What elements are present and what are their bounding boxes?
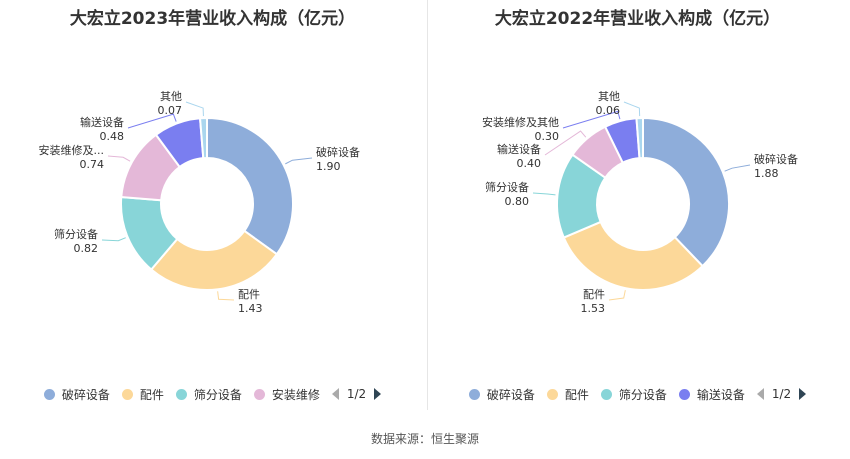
legend-item-parts[interactable]: 配件: [121, 386, 164, 403]
legend-marker: [678, 388, 690, 400]
pie-slice-0[interactable]: [642, 116, 730, 268]
pie-slice-5[interactable]: [635, 116, 644, 160]
legend-label: 破碎设备: [61, 387, 110, 402]
slice-label-name: 其他: [598, 90, 620, 103]
legend-label: 输送设备: [696, 387, 745, 402]
legend-label: 筛分设备: [193, 387, 242, 402]
slice-label-value: 1.53: [581, 302, 606, 315]
data-source: 数据来源：恒生聚源: [370, 432, 479, 446]
leader-line-5: [623, 101, 641, 117]
page-indicator: 1/2: [346, 387, 367, 401]
leader-line-2: [532, 192, 556, 196]
slice-label-value: 0.40: [517, 157, 542, 170]
legend-marker: [468, 388, 480, 400]
legend-label: 配件: [139, 387, 164, 402]
pie-slice-1[interactable]: [149, 229, 279, 291]
legend-item-parts[interactable]: 配件: [546, 386, 589, 403]
slice-label-value: 0.80: [505, 195, 530, 208]
chart-title: 大宏立2022年营业收入构成（亿元）: [494, 9, 781, 29]
prev-page-icon[interactable]: [756, 388, 764, 400]
legend-item-screening[interactable]: 筛分设备: [175, 386, 242, 403]
slice-label-value: 0.74: [80, 158, 105, 171]
slice-label-value: 0.07: [158, 104, 183, 117]
slice-label-name: 输送设备: [80, 115, 124, 129]
donut-chart-2023: 破碎设备1.90配件1.43筛分设备0.82安装维修及...0.74输送设备0.…: [39, 90, 361, 315]
slice-label-name: 安装维修及...: [39, 143, 105, 157]
leader-line-2: [101, 237, 126, 242]
legend-label: 破碎设备: [486, 387, 535, 402]
legend-label: 配件: [564, 387, 589, 402]
legend-item-screening[interactable]: 筛分设备: [600, 386, 667, 403]
legend-marker: [253, 388, 265, 400]
pie-slice-0[interactable]: [206, 116, 294, 256]
legend-pager: 1/2: [331, 387, 382, 401]
legend-marker: [600, 388, 612, 400]
slice-label-value: 0.30: [535, 130, 560, 143]
legend-label: 安装维修: [271, 387, 320, 402]
slice-label-name: 输送设备: [497, 142, 541, 156]
slice-label-value: 0.48: [100, 130, 125, 143]
leader-line-1: [217, 291, 235, 301]
legend-marker: [546, 388, 558, 400]
leader-line-3: [544, 130, 587, 156]
prev-page-icon[interactable]: [331, 388, 339, 400]
panel-divider: [427, 0, 428, 410]
chart-panel-2023: 大宏立2023年营业收入构成（亿元） 破碎设备 1.90 配件 1.43 筛分设备 0.8…: [0, 0, 425, 420]
slice-label-name: 筛分设备: [54, 227, 98, 241]
slice-label-value: 0.06: [596, 104, 621, 117]
leader-line-3: [107, 155, 131, 162]
pie-slice-1[interactable]: [562, 220, 704, 291]
legend-item-install[interactable]: 安装维修: [253, 386, 320, 403]
legend-marker: [175, 388, 187, 400]
slice-label-name: 配件: [583, 288, 605, 301]
legend-pager: 1/2: [756, 387, 807, 401]
leader-line-1: [608, 290, 626, 301]
legend-marker: [43, 388, 55, 400]
leader-line-0: [285, 157, 313, 165]
slice-label-name: 配件: [238, 288, 260, 301]
slice-label-name: 破碎设备: [754, 152, 798, 166]
legend: 破碎设备 配件 筛分设备 输送设备 1/2: [425, 384, 850, 404]
slice-label-value: 1.43: [238, 302, 263, 315]
slice-label-value: 1.88: [754, 167, 779, 180]
next-page-icon[interactable]: [799, 388, 807, 400]
slice-label-value: 1.90: [316, 160, 341, 173]
next-page-icon[interactable]: [374, 388, 382, 400]
slice-label-name: 筛分设备: [485, 180, 529, 194]
leader-line-4: [127, 113, 177, 129]
chart-title: 大宏立2023年营业收入构成（亿元）: [69, 9, 356, 29]
pie-slice-5[interactable]: [198, 116, 208, 160]
legend: 破碎设备 配件 筛分设备 安装维修 1/2: [0, 384, 425, 404]
slice-label-name: 破碎设备: [316, 145, 360, 159]
page-indicator: 1/2: [771, 387, 792, 401]
legend-item-conveyor[interactable]: 输送设备: [678, 386, 745, 403]
slice-label-name: 安装维修及其他: [482, 115, 559, 129]
legend-marker: [121, 388, 133, 400]
legend-item-crushing[interactable]: 破碎设备: [43, 386, 110, 403]
slice-label-value: 0.82: [74, 242, 99, 255]
legend-item-crushing[interactable]: 破碎设备: [468, 386, 535, 403]
legend-label: 筛分设备: [618, 387, 667, 402]
leader-line-5: [185, 101, 204, 117]
chart-panel-2022: 大宏立2022年营业收入构成（亿元） 破碎设备 1.88 配件 1.53 筛分设备 0.8…: [425, 0, 850, 420]
leader-line-0: [724, 164, 751, 172]
leader-line-4: [562, 110, 621, 129]
slice-label-name: 其他: [160, 90, 182, 103]
